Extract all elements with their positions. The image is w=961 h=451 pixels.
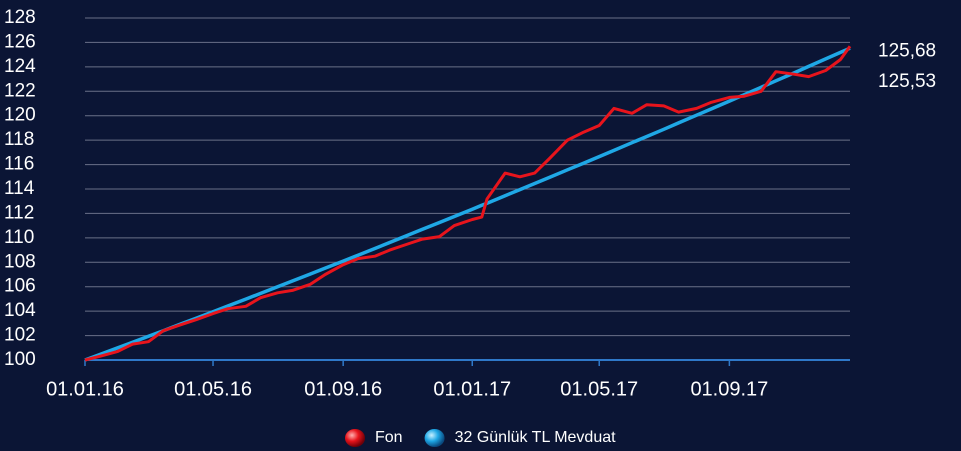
- y-tick-label: 116: [4, 154, 34, 175]
- legend-label: 32 Günlük TL Mevduat: [455, 429, 617, 446]
- y-tick-label: 120: [4, 105, 36, 126]
- value-label: 125,68: [878, 40, 936, 61]
- series-line: [84, 46, 851, 362]
- legend-label: Fon: [375, 429, 403, 446]
- y-tick-label: 100: [4, 349, 36, 370]
- series-line: [84, 45, 852, 362]
- x-tick-label: 01.01.16: [46, 378, 124, 400]
- x-tick-label: 01.05.17: [560, 378, 638, 400]
- legend-marker: [424, 429, 445, 447]
- legend-marker: [345, 429, 365, 447]
- y-tick-label: 102: [4, 325, 36, 346]
- y-tick-label: 104: [4, 300, 36, 321]
- y-tick-label: 122: [4, 80, 36, 101]
- x-tick-label: 01.05.16: [174, 378, 252, 400]
- y-tick-label: 128: [4, 7, 36, 28]
- x-tick-label: 01.09.17: [690, 378, 768, 400]
- y-tick-label: 112: [4, 202, 34, 223]
- x-tick-label: 01.09.16: [304, 378, 382, 400]
- y-tick-label: 106: [4, 276, 36, 297]
- y-tick-label: 126: [4, 31, 36, 52]
- value-label: 125,53: [878, 71, 936, 92]
- y-tick-label: 124: [4, 56, 36, 77]
- y-tick-label: 114: [4, 178, 35, 199]
- x-tick-label: 01.01.17: [433, 378, 511, 400]
- y-tick-label: 110: [4, 227, 34, 248]
- y-tick-label: 118: [4, 129, 34, 150]
- y-tick-label: 108: [4, 251, 36, 272]
